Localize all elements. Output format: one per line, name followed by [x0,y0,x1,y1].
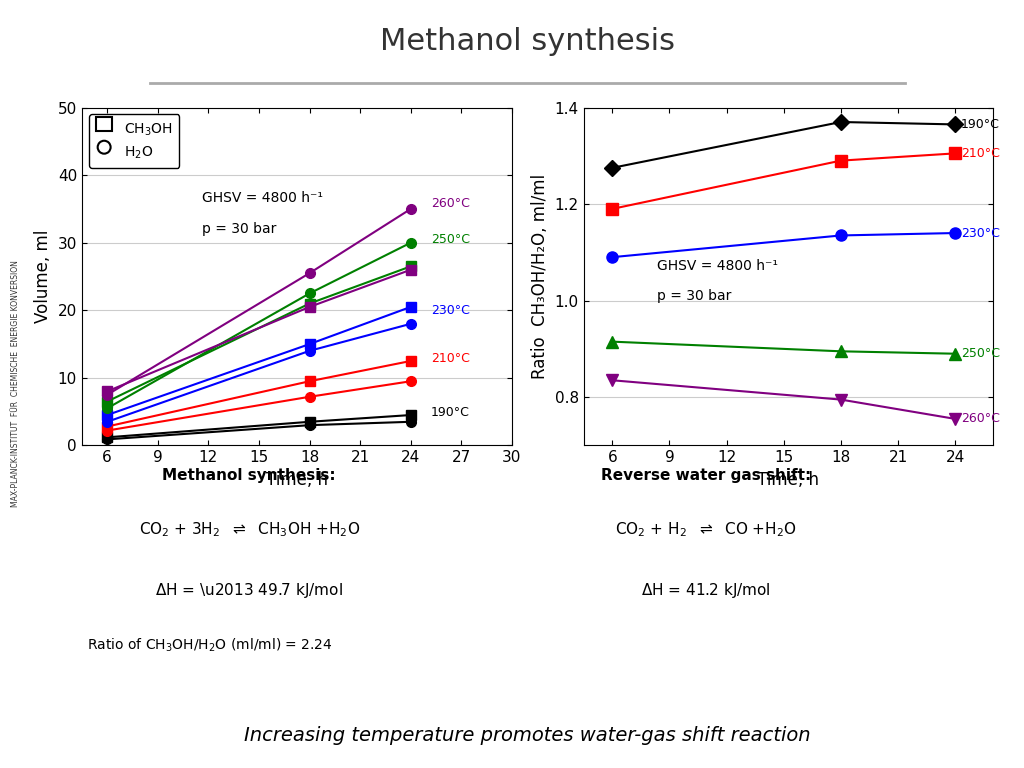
X-axis label: Time, h: Time, h [758,471,819,489]
Text: Increasing temperature promotes water-gas shift reaction: Increasing temperature promotes water-ga… [244,727,811,745]
X-axis label: Time, h: Time, h [266,471,328,489]
Text: CO$_2$ + 3H$_2$  $\rightleftharpoons$  CH$_3$OH +H$_2$O: CO$_2$ + 3H$_2$ $\rightleftharpoons$ CH$… [138,520,359,538]
Text: Reverse water gas shift:: Reverse water gas shift: [601,468,811,483]
Text: GHSV = 4800 h⁻¹: GHSV = 4800 h⁻¹ [203,191,324,205]
Text: 210°C: 210°C [961,147,999,160]
Text: 230°C: 230°C [431,304,470,316]
Text: 260°C: 260°C [431,197,470,210]
Text: 210°C: 210°C [431,353,470,366]
Text: 250°C: 250°C [961,347,999,360]
Text: 250°C: 250°C [431,233,470,246]
Text: GHSV = 4800 h⁻¹: GHSV = 4800 h⁻¹ [657,259,778,273]
Text: 260°C: 260°C [961,412,999,425]
Y-axis label: Volume, ml: Volume, ml [34,230,52,323]
Text: p = 30 bar: p = 30 bar [203,221,276,236]
Text: $\Delta$H = 41.2 kJ/mol: $\Delta$H = 41.2 kJ/mol [641,581,771,600]
Text: MAX-PLANCK-INSTITUT  FÜR  CHEMISCHE  ENERGIE KONVERSION: MAX-PLANCK-INSTITUT FÜR CHEMISCHE ENERGI… [11,260,19,508]
Text: 230°C: 230°C [961,227,999,240]
Text: $\Delta$H = \u2013 49.7 kJ/mol: $\Delta$H = \u2013 49.7 kJ/mol [156,581,343,600]
Text: Ratio of CH$_3$OH/H$_2$O (ml/ml) = 2.24: Ratio of CH$_3$OH/H$_2$O (ml/ml) = 2.24 [87,637,332,654]
Text: CO$_2$ + H$_2$  $\rightleftharpoons$  CO +H$_2$O: CO$_2$ + H$_2$ $\rightleftharpoons$ CO +… [615,520,797,538]
Text: 190°C: 190°C [961,118,999,131]
Text: Methanol synthesis: Methanol synthesis [380,27,675,56]
Text: 190°C: 190°C [431,406,470,419]
Y-axis label: Ratio  CH₃OH/H₂O, ml/ml: Ratio CH₃OH/H₂O, ml/ml [531,174,549,379]
Text: Methanol synthesis:: Methanol synthesis: [163,468,336,483]
Legend: CH$_3$OH, H$_2$O: CH$_3$OH, H$_2$O [89,114,179,168]
Text: p = 30 bar: p = 30 bar [657,289,732,303]
